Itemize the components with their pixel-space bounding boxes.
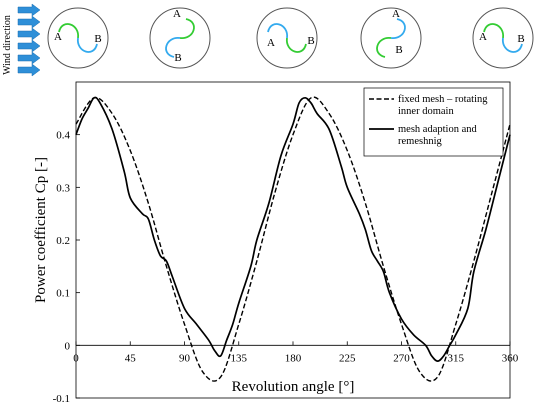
savonius-blades <box>165 18 195 58</box>
y-axis-label: Power coefficient Cp [-] <box>33 157 49 303</box>
blade-a-label: A <box>54 31 62 43</box>
rotor-diagram: AB <box>149 7 211 69</box>
savonius-blades <box>267 23 307 53</box>
blade-a-label: A <box>267 37 275 49</box>
wind-arrow-icon <box>17 27 41 41</box>
legend-label-mesh-adaption: mesh adaption and remeshnig <box>398 124 479 147</box>
savonius-blades <box>58 23 98 53</box>
series-line-mesh-adaption <box>75 96 511 362</box>
savonius-blades <box>483 23 523 53</box>
legend-label-fixed-mesh: fixed mesh – rotating inner domain <box>398 94 490 117</box>
blade-b-label: B <box>94 33 101 45</box>
blade-b-shape <box>267 23 288 39</box>
blade-b-shape <box>165 37 181 58</box>
blade-a-label: A <box>479 31 487 43</box>
blade-a-shape <box>286 37 307 53</box>
rotor-diagram: AB <box>360 7 422 69</box>
y-tick-label: 0.3 <box>56 182 70 194</box>
blade-a-shape <box>376 37 392 58</box>
blade-b-shape <box>502 37 523 53</box>
y-tick-label: 0.2 <box>56 235 70 247</box>
savonius-blades <box>376 18 406 58</box>
y-tick-label: 0.1 <box>56 288 70 300</box>
wind-arrow-icon <box>17 3 41 17</box>
x-tick-label: 90 <box>179 352 191 364</box>
x-axis-label: Revolution angle [°] <box>232 379 355 395</box>
blade-b-label: B <box>174 52 181 64</box>
y-tick-label: 0 <box>65 340 71 352</box>
blade-b-label: B <box>517 33 524 45</box>
x-tick-label: 180 <box>285 352 302 364</box>
wind-arrow-icon <box>17 15 41 29</box>
x-tick-label: 360 <box>502 352 519 364</box>
x-tick-label: 225 <box>339 352 356 364</box>
plot-area: -0.1 0 0.1 0.2 0.3 0.4 0 45 90 135 180 225 270 315 36… <box>53 81 519 405</box>
blade-a-label: A <box>173 8 181 20</box>
wind-arrow-icon <box>17 63 41 77</box>
x-axis-ticks: 0 45 90 135 180 225 270 315 360 <box>73 341 519 364</box>
blade-b-shape <box>390 18 406 39</box>
y-axis-ticks: -0.1 0 0.1 0.2 0.3 0.4 <box>53 130 80 405</box>
y-tick-label: -0.1 <box>53 393 70 405</box>
blade-b-label: B <box>307 35 314 47</box>
wind-arrow-icon <box>17 51 41 65</box>
blade-b-shape <box>77 37 98 53</box>
x-tick-label: 315 <box>448 352 465 364</box>
x-tick-label: 0 <box>73 352 79 364</box>
blade-a-label: A <box>392 8 400 20</box>
x-tick-label: 135 <box>231 352 248 364</box>
series-group <box>75 96 511 382</box>
blade-a-shape <box>179 18 195 39</box>
blade-a-shape <box>58 23 79 39</box>
y-tick-label: 0.4 <box>56 130 70 142</box>
wind-arrow-icon <box>17 39 41 53</box>
series-line-fixed-mesh <box>75 96 511 382</box>
blade-a-shape <box>483 23 504 39</box>
x-tick-label: 45 <box>125 352 137 364</box>
wind-arrows <box>17 3 41 77</box>
x-tick-label: 270 <box>393 352 410 364</box>
wind-indicator: Wind direction <box>2 3 41 77</box>
wind-label: Wind direction <box>2 15 13 75</box>
legend: fixed mesh – rotating inner domain mesh … <box>363 87 504 157</box>
blade-b-label: B <box>395 44 402 56</box>
